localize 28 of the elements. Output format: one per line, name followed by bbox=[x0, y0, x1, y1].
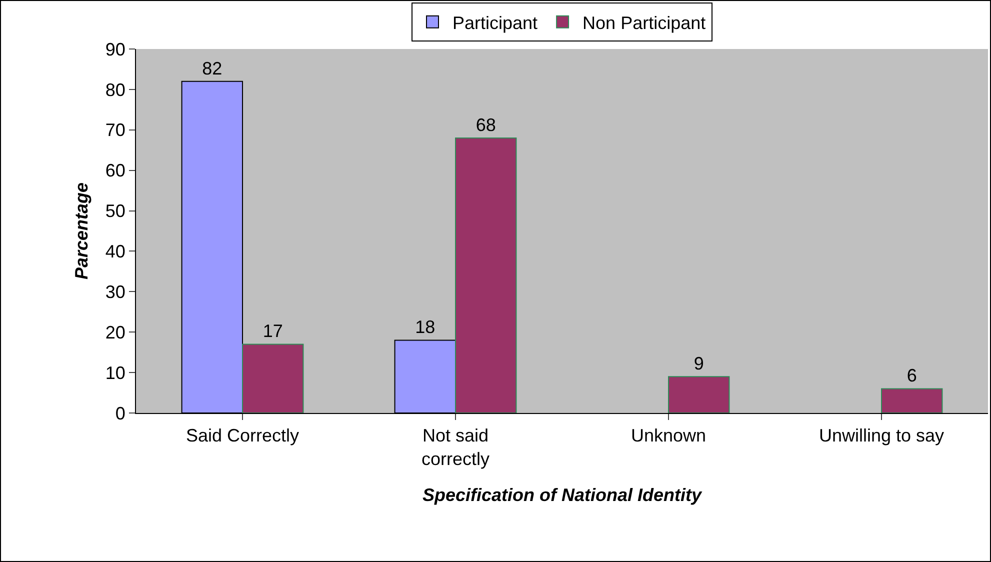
x-tick-label: Unwilling to say bbox=[818, 426, 944, 446]
bar bbox=[242, 344, 304, 413]
x-tick-label: Not said correctly bbox=[421, 426, 490, 469]
legend-label: Non Participant bbox=[582, 12, 706, 33]
data-label: 82 bbox=[202, 58, 222, 78]
y-tick-label: 10 bbox=[105, 362, 126, 383]
data-label: 6 bbox=[906, 366, 917, 386]
bar bbox=[455, 137, 517, 413]
data-label: 18 bbox=[415, 317, 436, 338]
y-tick-label: 90 bbox=[105, 39, 126, 60]
y-tick-label: 0 bbox=[115, 403, 126, 424]
y-tick-label: 80 bbox=[105, 80, 126, 100]
bar bbox=[668, 376, 730, 413]
data-label: 9 bbox=[694, 354, 704, 374]
y-tick-label: 30 bbox=[105, 282, 126, 302]
y-tick-label: 70 bbox=[105, 120, 126, 140]
legend-label: Participant bbox=[452, 12, 538, 33]
y-axis-title: Parcentage bbox=[72, 182, 92, 280]
x-axis-title: Specification of National Identity bbox=[422, 485, 702, 506]
bar bbox=[881, 388, 943, 413]
y-tick-label: 50 bbox=[105, 201, 126, 222]
y-tick-label: 20 bbox=[105, 322, 126, 342]
data-label: 68 bbox=[476, 114, 496, 135]
y-tick-label: 40 bbox=[105, 242, 126, 262]
y-tick-label: 60 bbox=[105, 160, 126, 181]
x-tick-label: Said Correctly bbox=[186, 426, 300, 446]
data-label: 17 bbox=[262, 321, 283, 342]
x-tick-label: Unknown bbox=[630, 426, 706, 446]
